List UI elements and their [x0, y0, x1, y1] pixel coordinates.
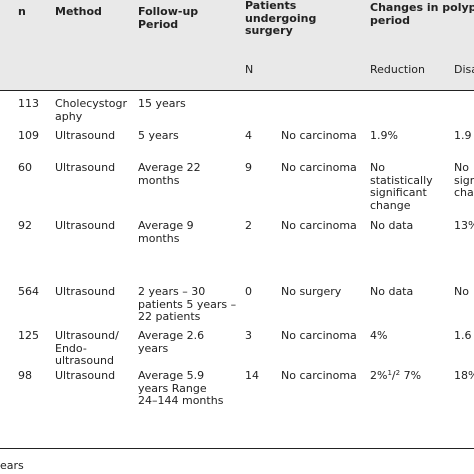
header-changes-line1: Changes in polyp [370, 1, 474, 14]
cell-method-line2: Endo- [55, 341, 87, 355]
cell-n: 113 [18, 97, 39, 110]
cell-surgery-result: No carcinoma [281, 369, 357, 382]
cell-surgery-n: 4 [245, 129, 252, 142]
cell-followup-line2: years [138, 341, 169, 355]
cell-reduction-line1: No [370, 161, 385, 174]
cell-method-line1: Ultrasound/ [55, 329, 119, 342]
cell-disappearance: No [454, 285, 469, 298]
cell-n: 109 [18, 129, 39, 142]
cell-surgery-n: 2 [245, 219, 252, 232]
cell-method: Ultrasound [55, 219, 116, 232]
cell-surgery-n: 3 [245, 329, 252, 342]
subheader-disappearance: Disa [454, 63, 474, 76]
cell-followup-line1: Average 22 [138, 161, 201, 174]
cell-reduction-line2: statistically [370, 173, 433, 187]
header-n: n [18, 5, 26, 18]
cell-method-line2: aphy [55, 109, 83, 123]
header-band [0, 0, 474, 90]
header-followup-line1: Follow-up [138, 5, 199, 18]
cell-surgery-result: No carcinoma [281, 161, 357, 174]
cell-surgery-n: 0 [245, 285, 252, 298]
cell-surgery-result: No surgery [281, 285, 342, 298]
cell-reduction: No data [370, 285, 414, 298]
cell-method-line1: Cholecystogr [55, 97, 128, 110]
subheader-reduction: Reduction [370, 63, 425, 76]
cell-surgery-result: No carcinoma [281, 329, 357, 342]
cell-method: Ultrasound [55, 369, 116, 382]
footnote-mark-1: 1 [387, 369, 392, 377]
cell-followup: 5 years [138, 129, 179, 142]
cell-surgery-n: 9 [245, 161, 252, 174]
subheader-n: N [245, 63, 254, 76]
footer-fragment: ears [0, 459, 24, 472]
cell-surgery-result: No carcinoma [281, 219, 357, 232]
cell-followup-line2: months [138, 173, 180, 187]
cell-method-line3: ultrasound [55, 354, 114, 367]
cell-n: 125 [18, 329, 39, 342]
header-patients-line2: undergoing [245, 11, 317, 25]
cell-reduction-line3: significant [370, 186, 427, 199]
cell-n: 564 [18, 285, 39, 298]
cell-n: 60 [18, 161, 32, 174]
cell-followup-line1: 2 years – 30 [138, 285, 206, 298]
cell-disappearance-line1: No [454, 161, 469, 174]
cell-disappearance-line3: cha [454, 186, 474, 199]
cell-disappearance: 18% [454, 369, 474, 382]
cell-surgery-n: 14 [245, 369, 259, 382]
cell-disappearance: 1.9 [454, 129, 472, 142]
footnote-mark-2: 2 [395, 369, 401, 377]
cell-followup: 15 years [138, 97, 186, 110]
cell-reduction: 1.9% [370, 129, 398, 142]
header-method: Method [55, 5, 102, 18]
reduction-value-b: 7% [400, 369, 422, 382]
cell-reduction-line4: change [370, 198, 411, 212]
cell-followup-line1: Average 9 [138, 219, 194, 232]
header-patients-line1: Patients [245, 0, 297, 12]
cell-method: Ultrasound [55, 129, 116, 142]
cell-followup-line2: patients 5 years – [138, 297, 237, 311]
cell-disappearance: 1.6 [454, 329, 472, 342]
table-bottom-rule [0, 448, 474, 449]
cell-followup-line1: Average 2.6 [138, 329, 205, 342]
cell-method: Ultrasound [55, 285, 116, 298]
header-changes-line2: period [370, 14, 410, 27]
cell-reduction: 2%1/2 7% [370, 369, 422, 383]
header-divider [0, 90, 474, 91]
cell-method: Ultrasound [55, 161, 116, 174]
header-patients-line3: surgery [245, 24, 293, 37]
cell-followup-line2: years Range [138, 381, 207, 395]
reduction-value-a: 2% [370, 369, 388, 382]
cell-n: 92 [18, 219, 32, 232]
cell-disappearance-line2: sign [454, 173, 474, 187]
cell-followup-line3: 24–144 months [138, 394, 224, 407]
footnote-separator: / [391, 369, 396, 382]
cell-n: 98 [18, 369, 32, 382]
cell-disappearance: 13% [454, 219, 474, 232]
header-followup-line2: Period [138, 17, 179, 31]
cell-followup-line3: 22 patients [138, 310, 201, 323]
cell-surgery-result: No carcinoma [281, 129, 357, 142]
cell-followup-line1: Average 5.9 [138, 369, 205, 382]
cell-followup-line2: months [138, 231, 180, 245]
cell-reduction: No data [370, 219, 414, 232]
cell-reduction: 4% [370, 329, 388, 342]
